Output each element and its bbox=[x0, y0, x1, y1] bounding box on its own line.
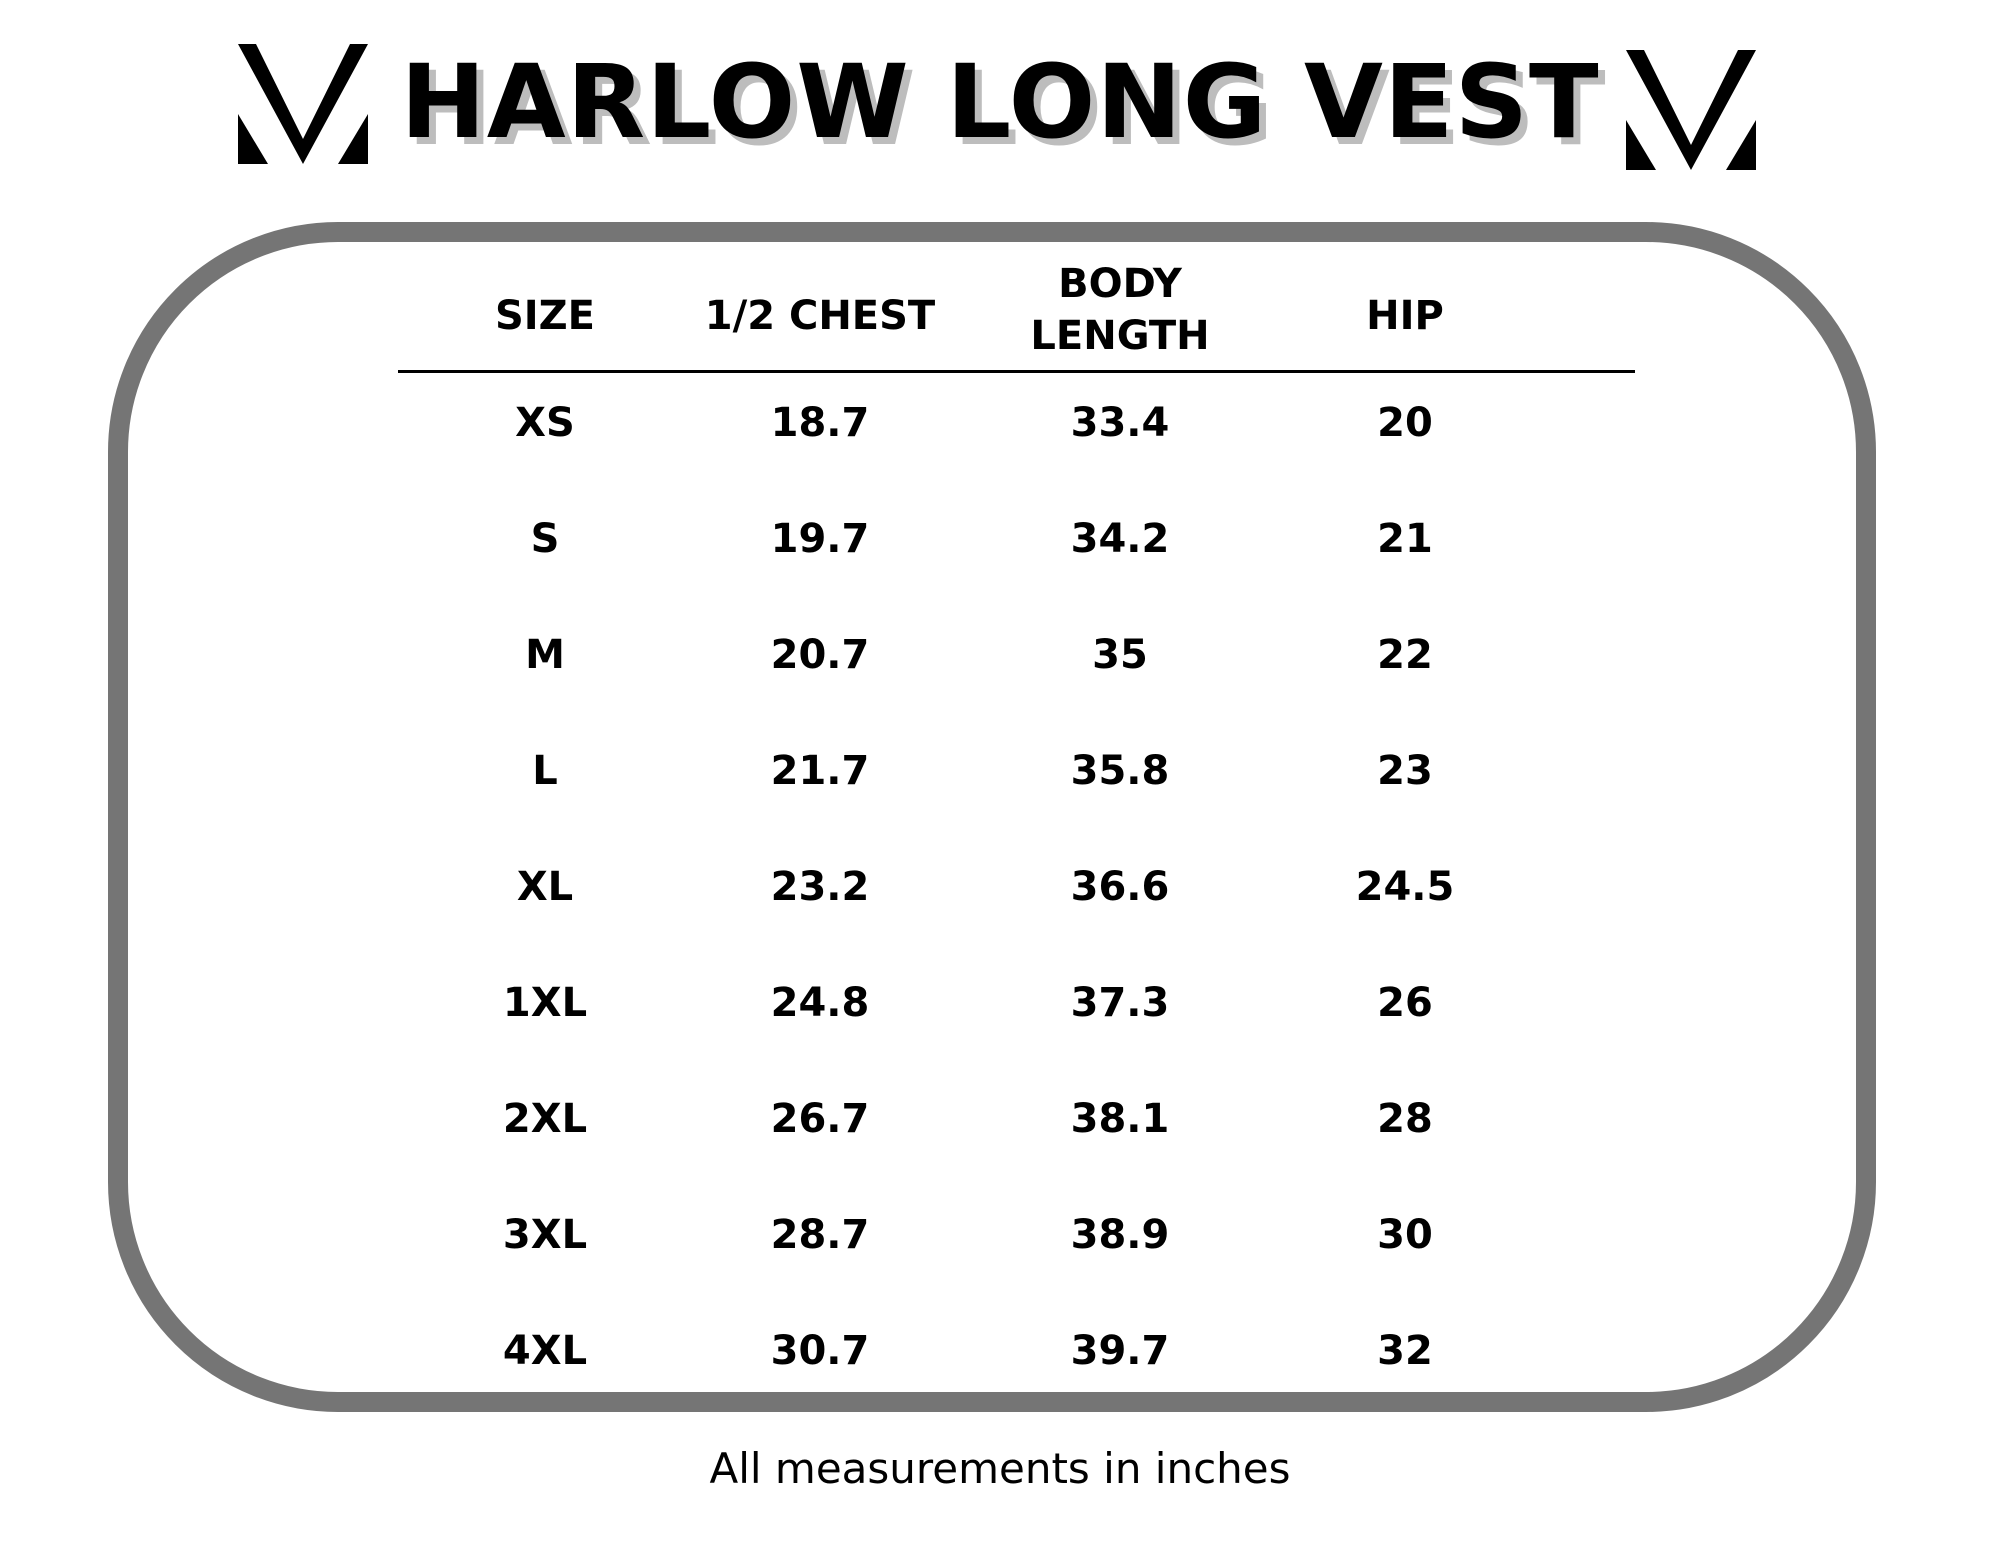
table-cell: 36.6 bbox=[1070, 864, 1170, 910]
measurement-note: All measurements in inches bbox=[709, 1444, 1291, 1493]
table-cell: 33.4 bbox=[1070, 400, 1170, 446]
brand-logo-icon-left bbox=[238, 44, 368, 164]
table-cell: XL bbox=[516, 864, 574, 910]
table-cell: XS bbox=[515, 400, 575, 446]
col-header-hip: HIP bbox=[1366, 293, 1444, 339]
table-cell: S bbox=[530, 516, 560, 562]
table-cell: 38.1 bbox=[1070, 1096, 1170, 1142]
table-cell: L bbox=[532, 748, 558, 794]
table-cell: 22 bbox=[1377, 632, 1433, 678]
table-cell: 26.7 bbox=[770, 1096, 870, 1142]
table-cell: 26 bbox=[1377, 980, 1433, 1026]
table-cell: 24.5 bbox=[1355, 864, 1455, 910]
page-title: HARLOW LONG VEST bbox=[400, 43, 1600, 162]
col-header-chest: 1/2 CHEST bbox=[704, 293, 936, 339]
table-cell: 4XL bbox=[502, 1328, 588, 1374]
size-chart-frame bbox=[108, 222, 1876, 1412]
table-cell: 28.7 bbox=[770, 1212, 870, 1258]
table-cell: 3XL bbox=[502, 1212, 588, 1258]
table-cell: 23.2 bbox=[770, 864, 870, 910]
table-cell: 1XL bbox=[502, 980, 588, 1026]
table-cell: 30 bbox=[1377, 1212, 1433, 1258]
table-cell: 38.9 bbox=[1070, 1212, 1170, 1258]
table-cell: 39.7 bbox=[1070, 1328, 1170, 1374]
table-cell: 18.7 bbox=[770, 400, 870, 446]
table-cell: 35 bbox=[1092, 632, 1148, 678]
table-cell: M bbox=[525, 632, 565, 678]
table-cell: 34.2 bbox=[1070, 516, 1170, 562]
table-cell: 19.7 bbox=[770, 516, 870, 562]
brand-logo-icon-right bbox=[1626, 50, 1756, 170]
table-cell: 35.8 bbox=[1070, 748, 1170, 794]
table-cell: 28 bbox=[1377, 1096, 1433, 1142]
table-cell: 32 bbox=[1377, 1328, 1433, 1374]
table-cell: 37.3 bbox=[1070, 980, 1170, 1026]
table-cell: 23 bbox=[1377, 748, 1433, 794]
table-cell: 20 bbox=[1377, 400, 1433, 446]
table-cell: 21.7 bbox=[770, 748, 870, 794]
col-header-body-length: BODY LENGTH bbox=[1030, 261, 1210, 359]
header-divider bbox=[398, 370, 1635, 373]
table-cell: 2XL bbox=[502, 1096, 588, 1142]
col-header-size: SIZE bbox=[494, 293, 596, 339]
table-cell: 20.7 bbox=[770, 632, 870, 678]
table-cell: 24.8 bbox=[770, 980, 870, 1026]
table-cell: 21 bbox=[1377, 516, 1433, 562]
table-cell: 30.7 bbox=[770, 1328, 870, 1374]
